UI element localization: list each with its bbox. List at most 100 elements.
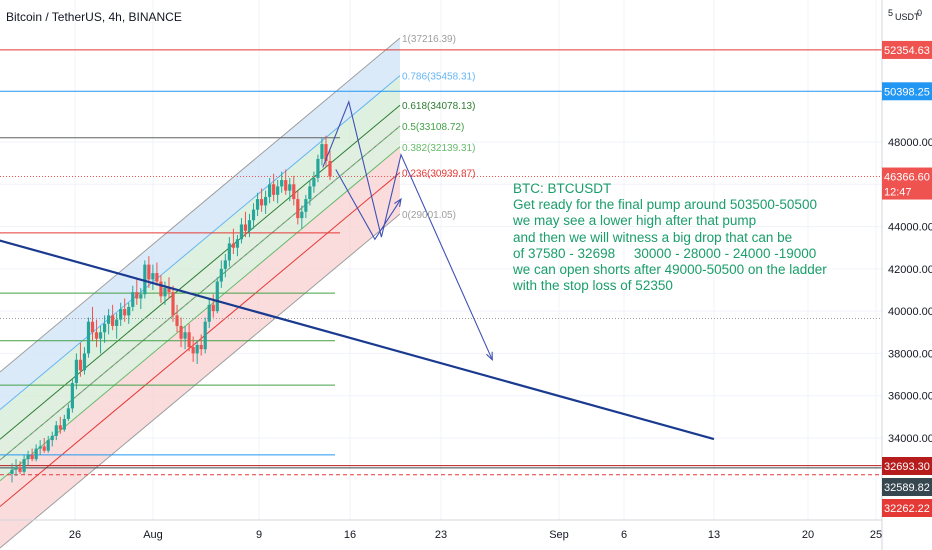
candle-body [324,144,328,162]
candle-body [304,199,308,212]
candle-body [38,446,42,449]
fib-line [0,146,401,482]
symbol-title[interactable]: Bitcoin / TetherUS, 4h, BINANCE [6,10,182,24]
arrow-head [486,351,493,362]
fib-level-label: 0.5(33108.72) [402,122,464,133]
candle-body [171,292,175,316]
candle-body [243,224,248,231]
candle-body [46,440,50,451]
trendline [0,239,715,441]
candle-body [135,292,139,299]
projection-path-secondary [335,169,402,241]
price-tag: 32262.22 [884,503,930,515]
candle-body [276,186,280,195]
candle-body [102,323,107,333]
fib-zone [0,172,400,549]
y-tick-label: 42000.00 [888,264,932,276]
candle-body [78,359,83,371]
candle-body [219,268,223,282]
price-labels: 52354.63 50398.25 46366.60 12:47 32693.30 325… [882,40,932,517]
y-tick-label: 34000.00 [888,433,932,445]
candle-body [191,347,195,354]
candle-body [14,467,18,470]
candle-body [187,332,191,348]
candle-body [316,158,320,178]
candle-body [215,281,219,312]
annotation-line: and then we will witness a big drop that… [513,229,793,245]
annotation-line: BTC: BTCUSDT [513,181,612,196]
annotation-line: we may see a lower high after that pump [513,213,757,229]
candle-body [62,418,66,430]
y-tick-label: 40000.00 [888,306,932,318]
x-tick-label: 16 [344,529,356,541]
candle-body [86,321,91,354]
candle-body [123,309,127,316]
arrow-head [394,197,402,208]
candle-body [119,309,123,320]
y-tick-label: 38000.00 [888,348,932,360]
candle-body [296,199,300,219]
candle-body [272,184,276,195]
price-tag-bg [882,82,932,101]
candle-body [199,344,203,350]
y-tick-label: 44000.00 [888,222,932,234]
corner-mark-left: 5 [888,8,894,18]
candle-body [34,448,38,460]
candle-body [94,332,99,339]
price-tag: 32589.82 [884,482,930,494]
x-tick-label: 6 [621,529,627,541]
candle-body [211,304,215,312]
x-tick-label: Aug [143,529,163,541]
annotation-line: with the stop loss of 52350 [513,278,673,294]
fib-level-label: 0.236(30939.87) [402,168,475,179]
price-tag: 52354.63 [884,45,930,57]
candle-body [251,209,256,221]
candle-body [259,199,264,206]
price-tag: 32693.30 [884,461,930,473]
candle-body [131,292,135,307]
horizontal-levels[interactable] [0,49,882,476]
fib-zone [0,146,400,507]
countdown-label: 12:47 [884,187,912,199]
candle-body [155,273,159,282]
fib-zone [0,105,400,461]
candle-body [268,184,272,197]
analysis-annotation[interactable]: BTC: BTCUSDT Get ready for the final pump… [513,181,827,294]
candle-body [26,454,30,460]
candle-body [42,446,46,451]
candle-body [115,319,119,326]
fib-line [0,104,401,440]
last-price-bg [882,167,932,200]
candle-body [54,425,58,436]
candle-body [284,180,288,191]
x-tick-label: 13 [708,529,720,541]
candle-body [70,383,74,409]
candle-body [255,199,260,210]
fib-line [0,172,401,507]
candle-body [98,332,103,339]
candle-body [207,304,211,322]
candle-body [292,184,296,200]
fib-zone [0,38,400,410]
x-tick-label: 20 [802,529,814,541]
price-tag-bg [882,478,932,496]
currency-label[interactable]: USDT [895,12,920,22]
drawings[interactable] [0,99,715,441]
fib-channel[interactable] [0,37,401,549]
x-tick-label: 23 [435,529,447,541]
x-tick-label: 26 [69,529,81,541]
candle-body [159,281,163,297]
candle-body [127,306,131,316]
candle-body [111,315,115,326]
price-tag-bg [882,40,932,59]
fib-line [0,213,401,549]
candle-body [167,287,171,293]
candle-body [320,144,324,159]
candle-body [66,408,70,419]
candle-body [90,321,95,333]
fib-level-labels: 1(37216.39) 0.786(35458.31) 0.618(34078.13… [402,34,475,221]
candle-body [50,435,54,441]
candle-body [18,467,22,472]
candle-body [231,243,235,248]
